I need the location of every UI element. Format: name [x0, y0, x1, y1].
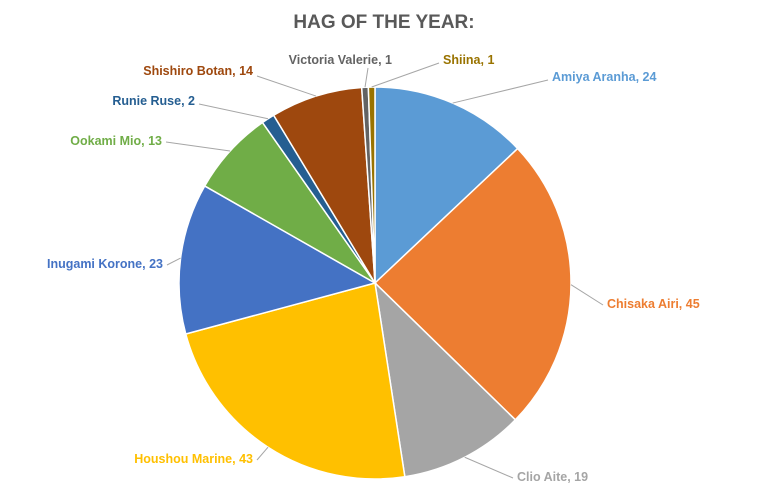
- label-name: Inugami Korone: [47, 257, 142, 271]
- data-label: Ookami Mio, 13: [70, 134, 162, 148]
- label-name: Shiina: [443, 53, 482, 67]
- data-label: Victoria Valerie, 1: [289, 53, 392, 67]
- label-value: , 1: [481, 53, 495, 67]
- label-name: Ookami Mio: [70, 134, 141, 148]
- leader-line: [198, 103, 269, 120]
- chart-title: HAG OF THE YEAR:: [293, 12, 474, 33]
- label-value: , 13: [141, 134, 162, 148]
- leader-line: [166, 257, 181, 266]
- leader-line: [165, 141, 231, 152]
- leader-line: [371, 62, 440, 88]
- label-value: , 19: [567, 470, 588, 484]
- data-label: Shiina, 1: [443, 53, 494, 67]
- leader-line: [364, 67, 369, 88]
- pie-slice: [184, 282, 406, 480]
- label-value: , 1: [378, 53, 392, 67]
- label-value: , 45: [679, 297, 700, 311]
- label-value: , 24: [636, 70, 657, 84]
- label-name: Victoria Valerie: [289, 53, 378, 67]
- label-value: , 43: [232, 452, 253, 466]
- label-name: Amiya Aranha: [552, 70, 637, 84]
- leader-line: [452, 79, 549, 104]
- data-label: Shishiro Botan, 14: [143, 64, 253, 78]
- data-label: Amiya Aranha, 24: [552, 70, 656, 84]
- data-label: Chisaka Airi, 45: [607, 297, 700, 311]
- label-value: , 2: [181, 94, 195, 108]
- data-label: Runie Ruse, 2: [112, 94, 195, 108]
- data-label: Inugami Korone, 23: [47, 257, 163, 271]
- label-name: Chisaka Airi: [607, 297, 679, 311]
- label-name: Runie Ruse: [112, 94, 181, 108]
- pie-slice: [373, 280, 517, 478]
- label-value: , 23: [142, 257, 163, 271]
- label-name: Shishiro Botan: [143, 64, 232, 78]
- label-name: Clio Aite: [517, 470, 567, 484]
- data-label: Houshou Marine, 43: [134, 452, 253, 466]
- leader-line: [256, 75, 317, 97]
- leader-line: [570, 284, 604, 306]
- leader-line: [464, 456, 514, 479]
- leader-line: [256, 446, 269, 461]
- label-value: , 14: [232, 64, 253, 78]
- data-label: Clio Aite, 19: [517, 470, 588, 484]
- label-name: Houshou Marine: [134, 452, 232, 466]
- pie-slice: [178, 184, 377, 335]
